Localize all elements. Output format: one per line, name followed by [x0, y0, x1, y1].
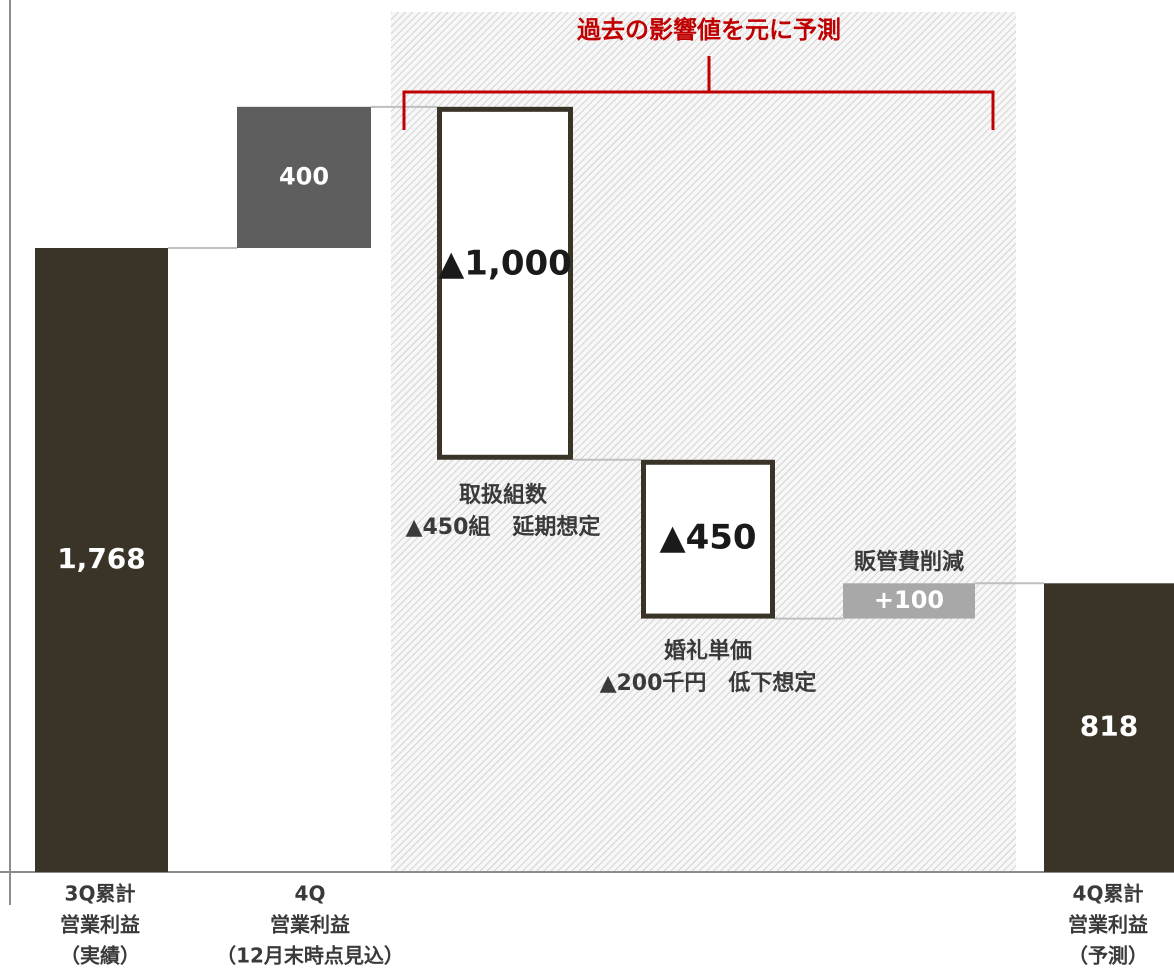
bracket-annotation: 過去の影響値を元に予測	[577, 16, 841, 44]
category-label: （実績）	[60, 944, 140, 968]
value-label: ▲1,000	[438, 244, 572, 284]
waterfall-bar	[437, 106, 573, 460]
category-label: 4Q累計	[1073, 882, 1144, 906]
bar-note: 販管費削減	[854, 549, 964, 575]
waterfall-bar	[641, 459, 775, 619]
bar-note: 婚礼単価	[664, 638, 752, 664]
category-label: 4Q	[295, 882, 326, 906]
waterfall-bar	[35, 248, 168, 872]
value-label: +100	[874, 586, 944, 614]
category-label: 営業利益	[270, 913, 350, 937]
waterfall-bar	[843, 583, 975, 619]
value-label: ▲450	[659, 518, 756, 558]
bar-note: 取扱組数	[459, 482, 548, 508]
value-label: 818	[1080, 710, 1138, 743]
category-label: （12月末時点見込）	[216, 944, 404, 968]
category-label: 営業利益	[1068, 913, 1148, 937]
value-label: 1,768	[57, 542, 146, 575]
value-label: 400	[279, 162, 329, 190]
category-label: 営業利益	[60, 913, 140, 937]
category-label: 3Q累計	[65, 882, 136, 906]
waterfall-bar	[237, 106, 371, 249]
category-label: （予測）	[1068, 944, 1148, 968]
bar-note: ▲200千円 低下想定	[600, 670, 817, 696]
waterfall-bar	[1044, 583, 1174, 872]
bar-note: ▲450組 延期想定	[406, 514, 601, 540]
bracket	[402, 90, 995, 130]
